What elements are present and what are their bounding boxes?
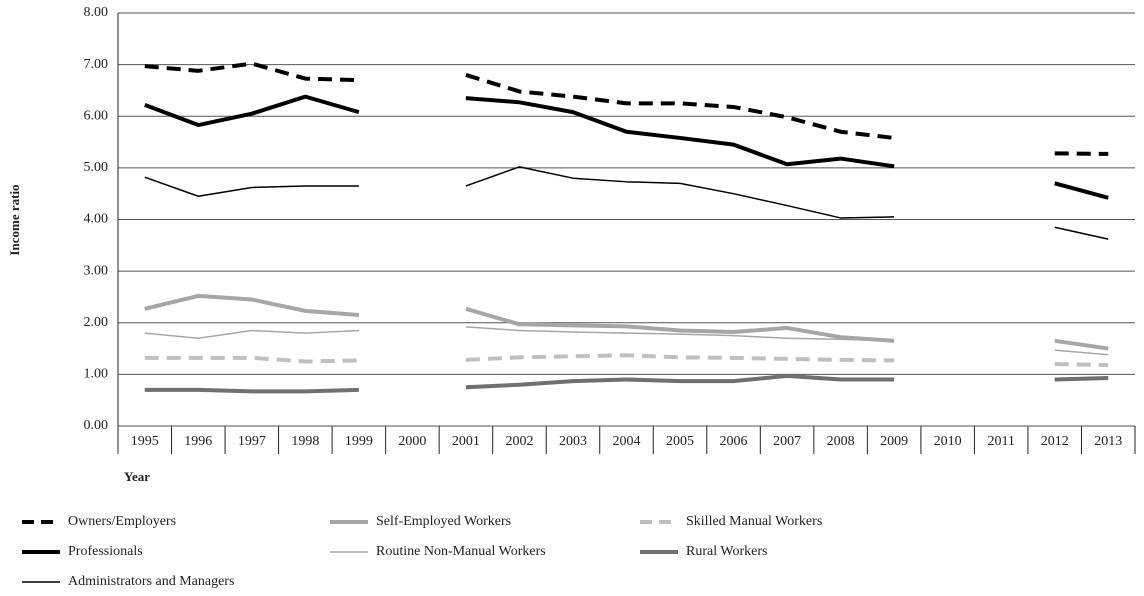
y-tick-label: 6.00 xyxy=(84,108,109,123)
y-tick-label: 3.00 xyxy=(84,263,109,278)
series-line xyxy=(144,293,1109,351)
y-tick-label: 2.00 xyxy=(84,315,109,330)
x-tick-label: 2002 xyxy=(505,434,533,449)
x-tick-label: 1996 xyxy=(184,434,212,449)
legend-label: Rural Workers xyxy=(686,544,767,559)
x-axis-title: Year xyxy=(124,469,150,484)
y-tick-label: 7.00 xyxy=(84,57,109,72)
x-tick-label: 1995 xyxy=(131,434,159,449)
series-line xyxy=(144,94,1109,200)
y-tick-label: 0.00 xyxy=(84,418,109,433)
legend-label: Professionals xyxy=(68,544,143,559)
x-tick-label: 2010 xyxy=(934,434,962,449)
x-tick-label: 2011 xyxy=(987,434,1014,449)
x-tick-label: 1999 xyxy=(345,434,373,449)
x-tick-label: 2013 xyxy=(1094,434,1122,449)
y-axis-title: Income ratio xyxy=(7,184,22,255)
series-line xyxy=(144,166,1109,240)
x-tick-label: 1997 xyxy=(238,434,266,449)
x-tick-label: 2009 xyxy=(880,434,908,449)
series-line xyxy=(144,61,1109,156)
series-line xyxy=(144,353,1109,368)
y-tick-label: 4.00 xyxy=(84,212,109,227)
x-tick-label: 2001 xyxy=(452,434,480,449)
legend-label: Routine Non-Manual Workers xyxy=(376,544,546,559)
y-tick-label: 1.00 xyxy=(84,367,109,382)
x-tick-label: 2005 xyxy=(666,434,694,449)
y-tick-label: 8.00 xyxy=(84,5,109,20)
x-tick-label: 1998 xyxy=(291,434,319,449)
legend-label: Owners/Employers xyxy=(68,514,176,529)
legend-label: Administrators and Managers xyxy=(68,574,234,589)
series-line xyxy=(144,373,1109,394)
x-tick-label: 2008 xyxy=(827,434,855,449)
x-tick-label: 2000 xyxy=(398,434,426,449)
legend-label: Self-Employed Workers xyxy=(376,514,511,529)
legend-label: Skilled Manual Workers xyxy=(686,514,822,529)
x-tick-label: 2006 xyxy=(720,434,748,449)
x-tick-label: 2004 xyxy=(613,434,641,449)
y-tick-label: 5.00 xyxy=(84,160,109,175)
x-tick-label: 2003 xyxy=(559,434,587,449)
x-tick-label: 2012 xyxy=(1041,434,1069,449)
series-line xyxy=(144,326,1109,356)
x-tick-label: 2007 xyxy=(773,434,801,449)
